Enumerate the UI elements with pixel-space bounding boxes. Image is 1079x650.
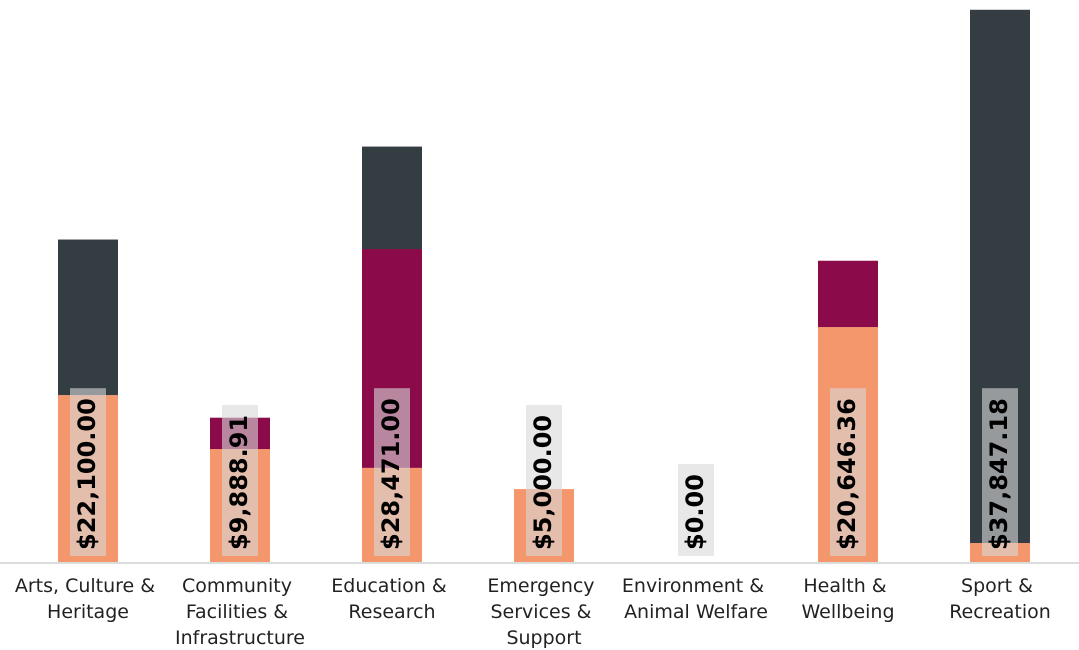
- total-label-box: [222, 404, 258, 556]
- total-label-group: $37,847.18: [982, 388, 1018, 556]
- total-label-box: [830, 388, 866, 556]
- total-label-box: [374, 388, 410, 556]
- total-label-group: $5,000.00: [526, 404, 562, 556]
- total-label-box: [526, 404, 562, 556]
- total-label: $22,100.00: [73, 398, 101, 550]
- bar-segment: [58, 239, 118, 396]
- total-label: $5,000.00: [529, 415, 557, 550]
- total-label-box: [70, 388, 106, 556]
- x-tick-label: Education & Research: [331, 575, 453, 623]
- bar-segment: [362, 146, 422, 250]
- x-tick-label: Environment & Animal Welfare: [622, 575, 770, 623]
- bar-segment: [818, 260, 878, 328]
- x-tick-label: Sport & Recreation: [949, 575, 1051, 623]
- total-label-group: $28,471.00: [374, 388, 410, 556]
- total-label: $9,888.91: [225, 415, 253, 550]
- x-tick-label: Arts, Culture & Heritage: [15, 575, 161, 623]
- total-label: $20,646.36: [833, 398, 861, 550]
- total-label-group: $9,888.91: [222, 404, 258, 556]
- total-label: $28,471.00: [377, 398, 405, 550]
- total-label-box: [982, 388, 1018, 556]
- total-label-group: $0.00: [678, 464, 714, 556]
- total-label-group: $20,646.36: [830, 388, 866, 556]
- total-label: $0.00: [681, 474, 709, 550]
- total-label-box: [678, 464, 714, 556]
- total-label-group: $22,100.00: [70, 388, 106, 556]
- x-tick-label: Health & Wellbeing: [801, 575, 894, 623]
- x-tick-label: Community Facilities & Infrastructure: [175, 575, 305, 649]
- x-tick-label: Emergency Services & Support: [487, 575, 600, 649]
- total-label: $37,847.18: [985, 398, 1013, 550]
